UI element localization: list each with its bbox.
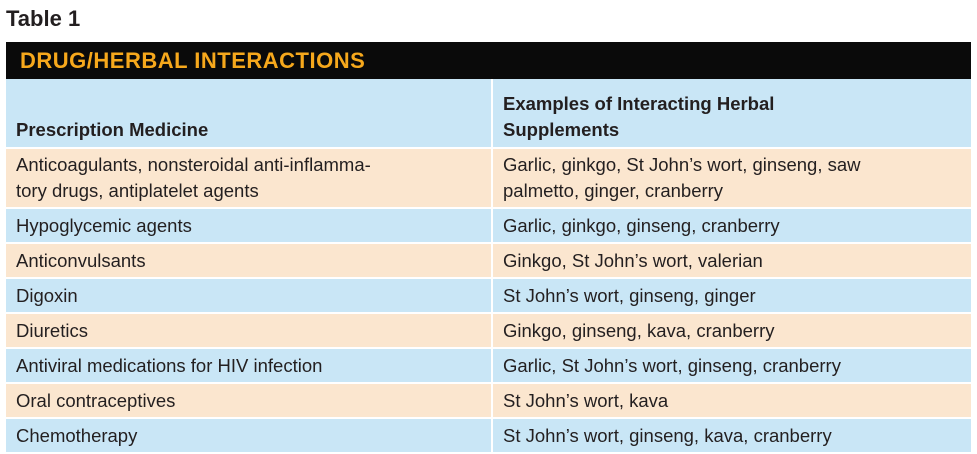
medicine-cell: Chemotherapy xyxy=(6,418,493,454)
medicine-cell: Digoxin xyxy=(6,278,493,314)
herbs-cell: Ginkgo, St John’s wort, valerian xyxy=(492,243,971,279)
herbs-cell: Ginkgo, ginseng, kava, cranberry xyxy=(492,313,971,349)
table-label: Table 1 xyxy=(6,6,81,31)
banner-title: DRUG/HERBAL INTERACTIONS xyxy=(20,47,366,73)
herbs-cell: Garlic, ginkgo, ginseng, cranberry xyxy=(492,208,971,244)
header-prescription-medicine: Prescription Medicine xyxy=(6,79,493,149)
herbs-line1: Garlic, ginkgo, St John’s wort, ginseng,… xyxy=(503,154,861,175)
medicine-cell: Anticoagulants, nonsteroidal anti-inflam… xyxy=(6,148,493,209)
header-interacting-herbs: Examples of Interacting Herbal Supplemen… xyxy=(492,79,971,149)
interactions-table-container: DRUG/HERBAL INTERACTIONS Prescription Me… xyxy=(6,42,971,454)
medicine-cell: Oral contraceptives xyxy=(6,383,493,419)
table-row: Oral contraceptives St John’s wort, kava xyxy=(6,383,971,419)
herbs-cell: St John’s wort, kava xyxy=(492,383,971,419)
header-row: Prescription Medicine Examples of Intera… xyxy=(6,79,971,149)
table-row: Digoxin St John’s wort, ginseng, ginger xyxy=(6,278,971,314)
herbs-cell: St John’s wort, ginseng, kava, cranberry xyxy=(492,418,971,454)
header-col2-line1: Examples of Interacting Herbal xyxy=(503,93,775,114)
herbs-line2: palmetto, ginger, cranberry xyxy=(503,180,724,201)
table-row: Anticoagulants, nonsteroidal anti-inflam… xyxy=(6,148,971,209)
medicine-line2: tory drugs, antiplatelet agents xyxy=(16,180,259,201)
medicine-cell: Antiviral medications for HIV infection xyxy=(6,348,493,384)
herbs-cell: Garlic, St John’s wort, ginseng, cranber… xyxy=(492,348,971,384)
header-col1-text: Prescription Medicine xyxy=(16,119,209,140)
medicine-cell: Hypoglycemic agents xyxy=(6,208,493,244)
header-col2-line2: Supplements xyxy=(503,119,620,140)
herbs-cell: St John’s wort, ginseng, ginger xyxy=(492,278,971,314)
medicine-cell: Diuretics xyxy=(6,313,493,349)
table-row: Chemotherapy St John’s wort, ginseng, ka… xyxy=(6,418,971,454)
medicine-cell: Anticonvulsants xyxy=(6,243,493,279)
table-banner: DRUG/HERBAL INTERACTIONS xyxy=(6,42,971,79)
table-row: Anticonvulsants Ginkgo, St John’s wort, … xyxy=(6,243,971,279)
table-row: Hypoglycemic agents Garlic, ginkgo, gins… xyxy=(6,208,971,244)
table-row: Diuretics Ginkgo, ginseng, kava, cranber… xyxy=(6,313,971,349)
medicine-line1: Anticoagulants, nonsteroidal anti-inflam… xyxy=(16,154,371,175)
interactions-table: Prescription Medicine Examples of Intera… xyxy=(6,79,971,454)
table-row: Antiviral medications for HIV infection … xyxy=(6,348,971,384)
herbs-cell: Garlic, ginkgo, St John’s wort, ginseng,… xyxy=(492,148,971,209)
